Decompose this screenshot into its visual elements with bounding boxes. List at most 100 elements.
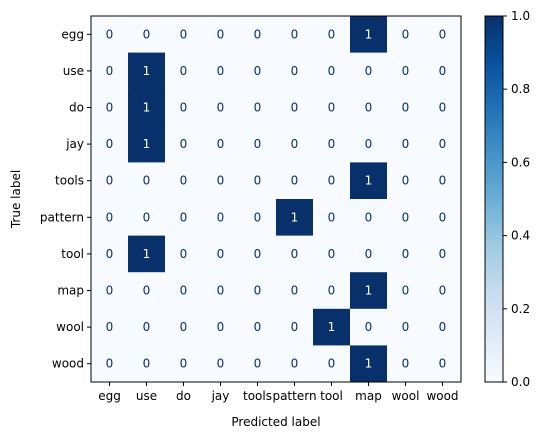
heatmap-cell [91,89,129,127]
cell-value-label: 0 [439,174,447,188]
heatmap-cell [202,235,240,273]
heatmap-cell [313,235,351,273]
y-tick-label: egg [61,27,84,41]
cell-value-label: 0 [106,137,114,151]
colorbar-tick-label: 0.8 [511,82,530,96]
heatmap-cell [350,89,388,127]
heatmap-cell [165,16,203,54]
cell-value-label: 0 [180,137,188,151]
heatmap-cell [91,199,129,237]
cell-value-label: 0 [143,357,151,371]
colorbar-tick-label: 0.6 [511,155,530,169]
colorbar-tick-label: 0.2 [511,302,530,316]
cell-value-label: 1 [143,64,151,78]
cell-value-label: 0 [106,64,114,78]
heatmap-cell [91,125,129,163]
heatmap-cell [313,345,351,383]
heatmap-cell [313,272,351,310]
cell-value-label: 0 [143,320,151,334]
colorbar-tick-label: 0.0 [511,375,530,389]
heatmap-cell [276,199,314,237]
cell-value-label: 0 [291,137,299,151]
heatmap-cell [91,272,129,310]
cell-value-label: 0 [291,64,299,78]
heatmap-cell [239,272,277,310]
cell-value-label: 1 [143,247,151,261]
cell-value-label: 0 [402,357,410,371]
heatmap-cell [239,125,277,163]
heatmap-cell [424,308,462,346]
cell-value-label: 0 [402,101,410,115]
x-axis: egg use do jay tools pattern tool map wool wood [98,382,459,403]
heatmap-cell [128,308,166,346]
cell-value-label: 0 [180,357,188,371]
heatmap-cell [202,162,240,200]
cell-value-label: 0 [180,210,188,224]
cell-value-label: 1 [328,320,336,334]
heatmap-cell [128,89,166,127]
plot-frame [90,15,462,383]
cell-value-label: 0 [365,247,373,261]
cell-value-label: 0 [328,284,336,298]
heatmap-cell [424,16,462,54]
y-tick-label: tools [55,174,84,188]
cell-value-label: 0 [106,320,114,334]
cell-value-label: 0 [217,27,225,41]
cell-value-label: 0 [365,210,373,224]
heatmap-cell [350,199,388,237]
cell-value-label: 0 [254,357,262,371]
heatmap-cell [128,199,166,237]
cell-value-label: 0 [439,284,447,298]
y-tick-label: pattern [40,210,84,224]
cell-value-label: 0 [106,210,114,224]
cell-value-label: 0 [328,174,336,188]
cell-value-label: 0 [402,27,410,41]
cell-value-label: 1 [143,137,151,151]
cell-value-label: 0 [254,210,262,224]
heatmap-cell [276,125,314,163]
cell-value-label: 0 [254,64,262,78]
cell-value-label: 0 [439,320,447,334]
x-tick-label: wool [392,389,420,403]
cell-value-label: 0 [217,137,225,151]
heatmap-cell [424,235,462,273]
colorbar-ticks: 0.0 0.2 0.4 0.6 0.8 1.0 [503,9,530,389]
y-tick-label: use [63,64,84,78]
x-tick-label: jay [211,389,230,403]
x-tick-label: tools [243,389,272,403]
heatmap-cell [387,199,425,237]
heatmap-cell [91,16,129,54]
cell-value-label: 0 [143,284,151,298]
cell-value-label: 0 [402,284,410,298]
heatmap-cell [202,308,240,346]
cell-value-label: 0 [365,64,373,78]
heatmap-cell [387,272,425,310]
heatmap-cell [202,16,240,54]
cell-value-label: 0 [291,320,299,334]
cell-value-label: 0 [365,101,373,115]
heatmap-cell [91,235,129,273]
cell-value-label: 0 [180,320,188,334]
cell-value-label: 0 [217,101,225,115]
heatmap-cell [313,16,351,54]
cell-value-label: 0 [217,247,225,261]
heatmap-cell [424,125,462,163]
heatmap-cell [128,345,166,383]
heatmap-cell [239,199,277,237]
cell-value-label: 1 [365,284,373,298]
heatmap-cell [424,162,462,200]
cell-value-label: 0 [254,174,262,188]
heatmap-cell [239,89,277,127]
heatmap-cell [424,345,462,383]
heatmap-cell [202,125,240,163]
cell-value-label: 0 [106,284,114,298]
heatmap-cell [202,52,240,90]
heatmap-cell [313,308,351,346]
cell-value-label: 0 [328,247,336,261]
cell-value-label: 0 [402,174,410,188]
heatmap-cell [128,125,166,163]
cell-value-label: 0 [291,101,299,115]
cell-value-label: 0 [402,64,410,78]
heatmap-cell [202,345,240,383]
cell-value-label: 0 [180,174,188,188]
